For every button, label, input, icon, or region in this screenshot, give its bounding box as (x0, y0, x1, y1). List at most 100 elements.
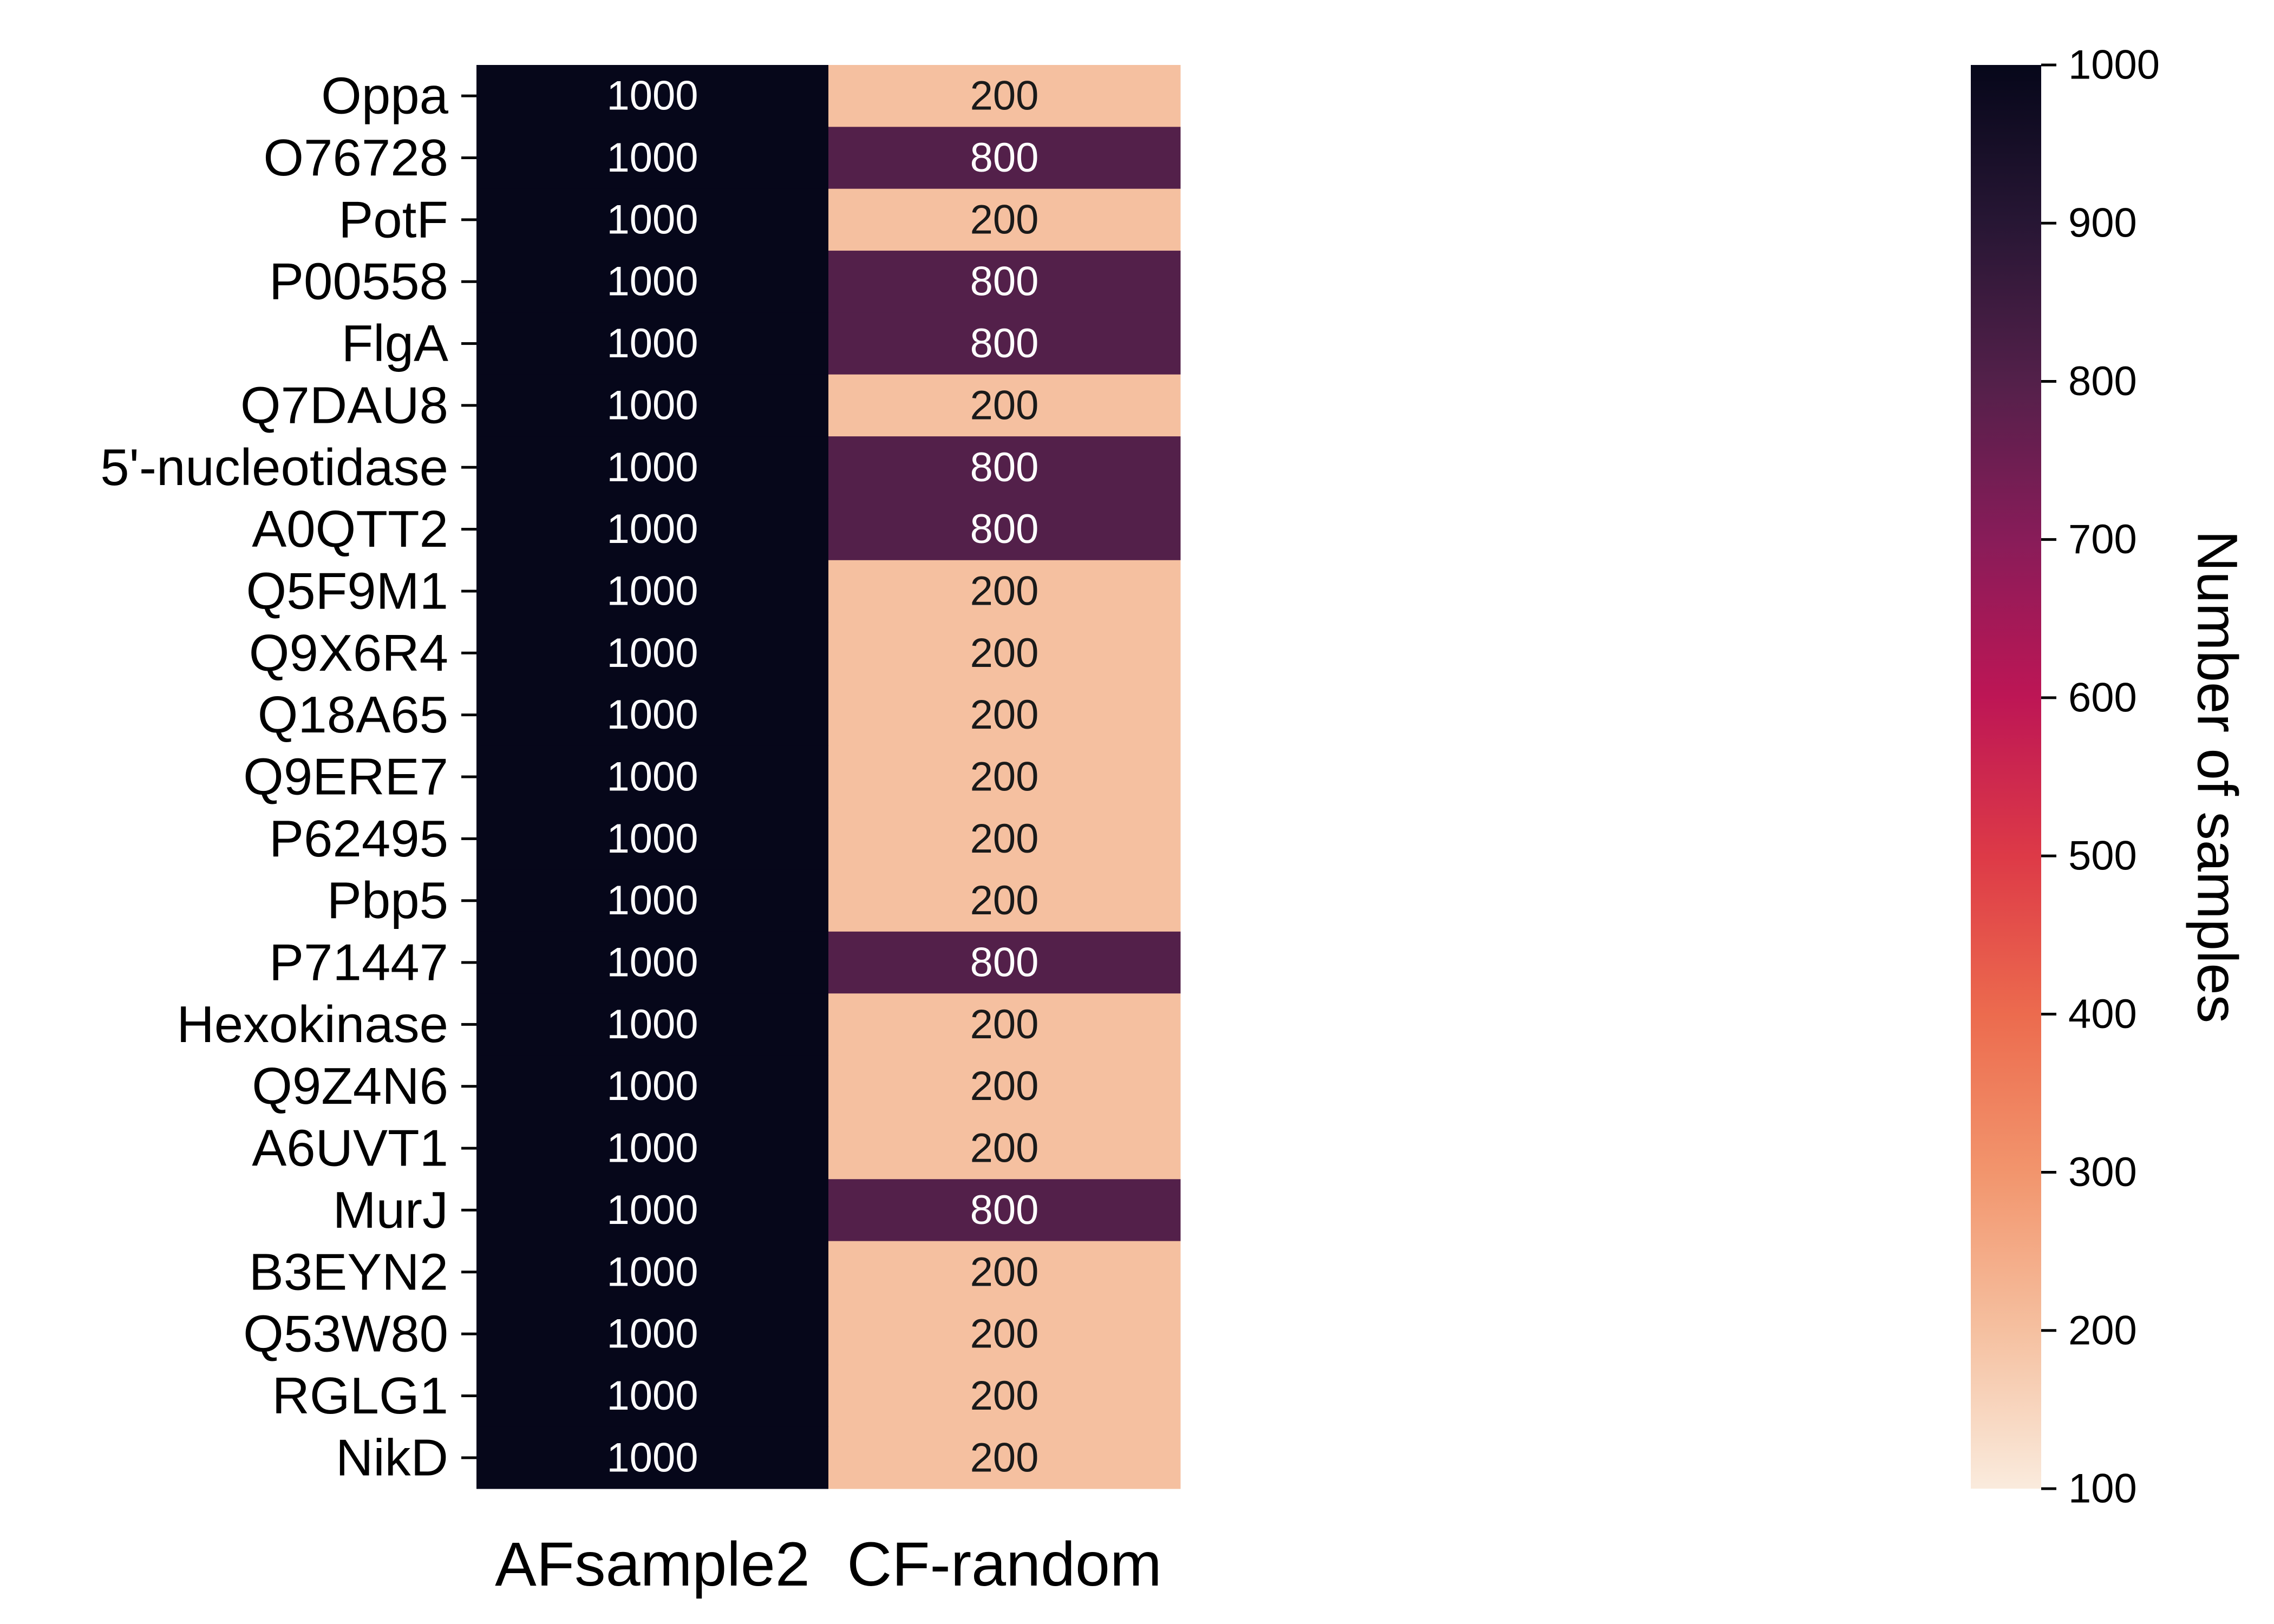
heatmap-cell (828, 312, 1181, 375)
cell-value-label: 800 (970, 506, 1039, 552)
column-label: AFsample2 (495, 1530, 810, 1599)
heatmap-cell (476, 931, 829, 994)
heatmap-cell (476, 684, 829, 746)
heatmap-cell (476, 1055, 829, 1118)
heatmap-cell (476, 498, 829, 561)
cell-value-label: 200 (970, 1125, 1039, 1171)
heatmap-cell (828, 684, 1181, 746)
colorbar-tick-label: 600 (2068, 675, 2137, 721)
cell-value-label: 1000 (606, 1311, 698, 1357)
row-label: Q5F9M1 (246, 562, 448, 620)
row-label: Q9Z4N6 (252, 1057, 448, 1115)
cell-value-label: 1000 (606, 1435, 698, 1481)
heatmap-cell (476, 1179, 829, 1242)
colorbar-tick-label: 400 (2068, 991, 2137, 1037)
heatmap-cell (476, 745, 829, 808)
row-label: Q9ERE7 (243, 748, 448, 806)
heatmap-cell (476, 65, 829, 127)
row-label: PotF (338, 191, 448, 248)
heatmap-cell (476, 312, 829, 375)
heatmap-cell (476, 374, 829, 437)
row-label: P00558 (269, 253, 448, 311)
heatmap-cell (828, 745, 1181, 808)
cell-value-label: 800 (970, 444, 1039, 490)
colorbar-tick-label: 500 (2068, 833, 2137, 879)
cell-value-label: 1000 (606, 197, 698, 243)
row-label: Oppa (321, 67, 448, 125)
colorbar-tick-label: 700 (2068, 516, 2137, 562)
cell-value-label: 1000 (606, 1249, 698, 1295)
colorbar-tick-label: 300 (2068, 1149, 2137, 1195)
cell-value-label: 200 (970, 1249, 1039, 1295)
colorbar-gradient (1971, 65, 2041, 1489)
heatmap-cell (828, 1117, 1181, 1180)
row-label: RGLG1 (272, 1367, 448, 1425)
cell-value-label: 1000 (606, 816, 698, 862)
heatmap-cell (828, 498, 1181, 561)
row-label: Hexokinase (177, 996, 448, 1053)
heatmap-cell (828, 1241, 1181, 1304)
cell-value-label: 200 (970, 630, 1039, 676)
cell-value-label: 800 (970, 1187, 1039, 1233)
cell-value-label: 1000 (606, 630, 698, 676)
row-label: Q18A65 (258, 686, 448, 744)
cell-value-label: 1000 (606, 320, 698, 366)
colorbar-tick-label: 800 (2068, 358, 2137, 404)
heatmap-cell (476, 869, 829, 932)
row-label: NikD (336, 1429, 448, 1487)
cell-value-label: 200 (970, 568, 1039, 614)
heatmap-cell (476, 188, 829, 251)
row-label: FlgA (342, 315, 448, 372)
heatmap-cell (476, 1241, 829, 1304)
colorbar-tick-label: 100 (2068, 1466, 2137, 1512)
row-label: Q53W80 (243, 1305, 448, 1363)
cell-value-label: 1000 (606, 135, 698, 181)
heatmap-cell (828, 65, 1181, 127)
heatmap-cell (828, 931, 1181, 994)
row-label: 5'-nucleotidase (100, 438, 448, 496)
cell-value-label: 200 (970, 1435, 1039, 1481)
row-label: O76728 (263, 129, 448, 187)
heatmap-cell (828, 188, 1181, 251)
heatmap-cell (828, 1365, 1181, 1427)
heatmap-cell (828, 1426, 1181, 1489)
cell-value-label: 1000 (606, 878, 698, 924)
heatmap-cell (476, 251, 829, 313)
cell-value-label: 1000 (606, 1187, 698, 1233)
heatmap-cell (828, 808, 1181, 870)
cell-value-label: 200 (970, 816, 1039, 862)
row-labels: OppaO76728PotFP00558FlgAQ7DAU85'-nucleot… (100, 67, 476, 1487)
cell-value-label: 800 (970, 940, 1039, 986)
cell-value-label: 1000 (606, 382, 698, 428)
heatmap-cell (476, 622, 829, 684)
heatmap-cell (828, 436, 1181, 499)
row-label: A6UVT1 (252, 1119, 448, 1177)
cell-value-label: 1000 (606, 259, 698, 305)
row-label: B3EYN2 (249, 1243, 448, 1301)
heatmap-cell (476, 1365, 829, 1427)
cell-value-label: 1000 (606, 444, 698, 490)
heatmap-cell (828, 1302, 1181, 1365)
heatmap-cell (476, 560, 829, 623)
heatmap-cell (828, 560, 1181, 623)
heatmap-cell (828, 1055, 1181, 1118)
heatmap-cell (476, 1117, 829, 1180)
cell-value-label: 200 (970, 692, 1039, 738)
cell-value-label: 1000 (606, 1063, 698, 1109)
heatmap-cell (828, 374, 1181, 437)
heatmap-cell (476, 127, 829, 189)
cell-value-label: 1000 (606, 1001, 698, 1047)
cell-value-label: 200 (970, 197, 1039, 243)
colorbar-tick-label: 1000 (2068, 42, 2160, 88)
heatmap-cell (828, 1179, 1181, 1242)
heatmap-cell (828, 869, 1181, 932)
column-label: CF-random (847, 1530, 1162, 1599)
cell-value-label: 1000 (606, 692, 698, 738)
cell-value-label: 1000 (606, 506, 698, 552)
cell-value-label: 200 (970, 73, 1039, 119)
heatmap-cell (828, 993, 1181, 1056)
heatmap-cell (476, 436, 829, 499)
row-label: Q9X6R4 (249, 624, 448, 682)
row-label: P71447 (269, 934, 448, 992)
column-labels: AFsample2 CF-random (495, 1530, 1162, 1599)
